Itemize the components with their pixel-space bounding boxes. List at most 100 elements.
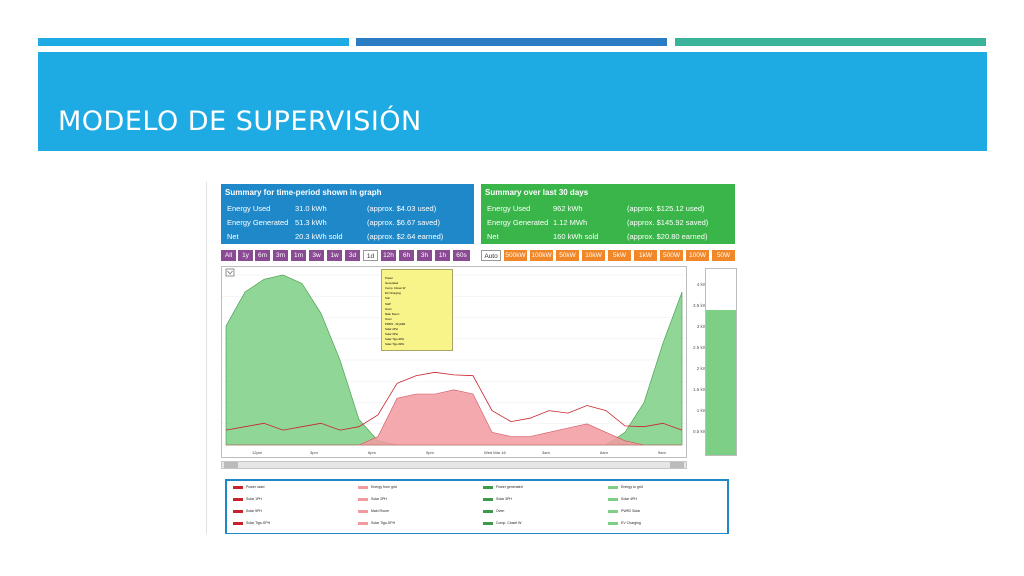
legend-item[interactable]: Oven	[477, 507, 504, 516]
range-button-1y[interactable]: 1y	[238, 250, 253, 261]
range-button-6m[interactable]: 6m	[255, 250, 270, 261]
tooltip-row: Oven	[385, 317, 449, 321]
row-note: (approx. $20.80 earned)	[627, 232, 708, 241]
range-button-3m[interactable]: 3m	[273, 250, 288, 261]
chart-tooltip: Power Generated Comp. Closet W EV Charging S…	[381, 269, 453, 351]
legend-item[interactable]: Solar Tigo-SPH	[352, 519, 395, 528]
tooltip-label: EV Charging	[385, 291, 401, 296]
tooltip-row: Solar Tigo-SPH	[385, 342, 449, 346]
row-label: Net	[227, 232, 239, 241]
range-button-1w[interactable]: 1w	[327, 250, 342, 261]
legend-swatch	[233, 497, 243, 501]
legend-label: Solar 1PH	[246, 497, 262, 501]
tooltip-label: Power	[385, 276, 393, 280]
x-axis-label: 9am	[658, 450, 666, 455]
scale-button-1kw[interactable]: 1kW	[634, 250, 657, 261]
legend-swatch	[358, 485, 368, 489]
title-band: MODELO DE SUPERVISIÓN	[38, 52, 987, 151]
legend-swatch	[483, 521, 493, 525]
monitoring-screenshot: Summary for time-period shown in graph E…	[206, 182, 751, 534]
legend-item[interactable]: Main Room	[352, 507, 389, 516]
legend-item[interactable]: Solar 5PH	[227, 507, 262, 516]
legend-item[interactable]: Comp. Closet W	[477, 519, 521, 528]
row-value: 20.3 kWh sold	[295, 232, 343, 241]
row-value: 962 kWh	[553, 204, 583, 213]
scale-button-100w[interactable]: 100W	[686, 250, 709, 261]
scale-button-10kw[interactable]: 10kW	[582, 250, 605, 261]
power-chart[interactable]: 12pm 3pm 6pm 9pm Wed Mar 16 3am 6am 9am	[221, 266, 687, 458]
row-label: Energy Used	[487, 204, 531, 213]
legend-item[interactable]: EV Charging	[602, 519, 641, 528]
y-axis-label: 3.5 kW	[692, 303, 707, 308]
range-button-6h[interactable]: 6h	[399, 250, 414, 261]
summary-row: Net 20.3 kWh sold (approx. $2.64 earned)	[221, 232, 474, 244]
range-button-1d[interactable]: 1d	[363, 250, 378, 261]
range-button-60s[interactable]: 60s	[453, 250, 470, 261]
row-note: (approx. $145.92 saved)	[627, 218, 709, 227]
y-axis-label: 1.5 kW	[692, 387, 707, 392]
legend-item[interactable]: Solar 3PH	[477, 495, 512, 504]
x-axis-label: 6am	[600, 450, 608, 455]
time-navigator[interactable]	[221, 461, 687, 469]
summary-row: Energy Generated 1.12 MWh (approx. $145.…	[481, 218, 735, 230]
summary-panel-30days: Summary over last 30 days Energy Used 96…	[481, 184, 735, 244]
tooltip-label: Solar Tigo-SPH	[385, 342, 405, 347]
scale-button-500w[interactable]: 500W	[660, 250, 683, 261]
legend-label: Main Room	[371, 509, 389, 513]
scale-button-500kw[interactable]: 500kW	[504, 250, 527, 261]
tooltip-label: Solar 2PH	[385, 327, 398, 331]
navigator-handle[interactable]	[224, 462, 238, 468]
tooltip-row: PWR2 - DryAllfit	[385, 322, 449, 326]
legend-item[interactable]: Solar 1PH	[227, 495, 262, 504]
legend-label: Energy to grid	[621, 485, 643, 489]
tooltip-label: SHP	[385, 301, 391, 306]
legend-label: EV Charging	[621, 521, 641, 525]
legend-item[interactable]: Solar 4PH	[602, 495, 637, 504]
summary-row: Net 160 kWh sold (approx. $20.80 earned)	[481, 232, 735, 244]
row-value: 160 kWh sold	[553, 232, 599, 241]
legend-swatch	[483, 509, 493, 513]
scale-button-50w[interactable]: 50W	[712, 250, 735, 261]
scale-button-auto[interactable]: Auto	[481, 250, 501, 261]
tooltip-row: Power	[385, 276, 449, 280]
chart-legend: Power used Energy from grid Power generate…	[225, 479, 729, 534]
tooltip-row: EV Charging	[385, 291, 449, 295]
range-button-all[interactable]: All	[221, 250, 236, 261]
range-button-3h[interactable]: 3h	[417, 250, 432, 261]
legend-item[interactable]: Power used	[227, 483, 264, 492]
scale-button-50kw[interactable]: 50kW	[556, 250, 579, 261]
range-button-12h[interactable]: 12h	[381, 250, 396, 261]
tooltip-row: Oven	[385, 307, 449, 311]
range-button-1m[interactable]: 1m	[291, 250, 306, 261]
scale-button-100kw[interactable]: 100kW	[530, 250, 553, 261]
navigator-handle[interactable]	[670, 462, 684, 468]
tooltip-label: Main Room	[385, 311, 400, 316]
legend-item[interactable]: Solar 2PH	[352, 495, 387, 504]
legend-swatch	[608, 509, 618, 513]
x-axis-label: 3am	[542, 450, 550, 455]
legend-item[interactable]: Power generated	[477, 483, 523, 492]
legend-swatch	[358, 509, 368, 513]
tooltip-label: Oven	[385, 316, 392, 321]
scale-button-5kw[interactable]: 5kW	[608, 250, 631, 261]
legend-label: Oven	[496, 509, 505, 513]
legend-item[interactable]: Solar Tigo-SPH	[227, 519, 270, 528]
series-line-power-used	[225, 371, 683, 431]
summary-row: Energy Used 962 kWh (approx. $125.12 use…	[481, 204, 735, 216]
collapse-toggle-icon[interactable]	[225, 268, 235, 277]
row-label: Energy Used	[227, 204, 271, 213]
y-axis-label: 2 kW	[696, 366, 707, 371]
chart-areas	[225, 274, 683, 446]
range-button-1h[interactable]: 1h	[435, 250, 450, 261]
legend-item[interactable]: Energy from grid	[352, 483, 397, 492]
range-button-3w[interactable]: 3w	[309, 250, 324, 261]
range-button-3d[interactable]: 3d	[345, 250, 360, 261]
tooltip-row: Solar Tigo-3PH	[385, 337, 449, 341]
legend-item[interactable]: PWR2 Solar	[602, 507, 640, 516]
tooltip-label: Solr	[385, 296, 390, 301]
legend-label: Solar 2PH	[371, 497, 387, 501]
legend-item[interactable]: Energy to grid	[602, 483, 643, 492]
legend-label: Solar 4PH	[621, 497, 637, 501]
row-label: Energy Generated	[487, 218, 549, 227]
row-value: 51.3 kWh	[295, 218, 327, 227]
